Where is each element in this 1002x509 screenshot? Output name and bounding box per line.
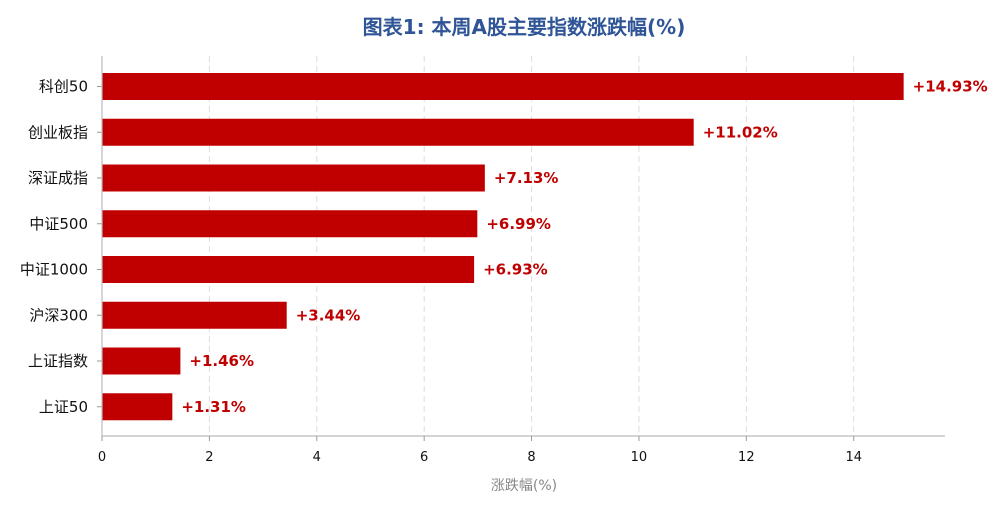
x-axis-title: 涨跌幅(%): [491, 478, 557, 494]
category-label: 中证1000: [20, 261, 88, 279]
value-label: +6.99%: [486, 215, 551, 233]
value-label: +6.93%: [483, 261, 548, 279]
category-label: 上证指数: [28, 352, 88, 370]
value-label: +3.44%: [296, 306, 361, 324]
bar-layer: [102, 73, 904, 421]
bar: [102, 164, 485, 192]
chart-title: 图表1: 本周A股主要指数涨跌幅(%): [363, 15, 686, 39]
bar: [102, 118, 694, 146]
x-tick-label: 8: [527, 450, 535, 465]
x-tick-label: 6: [420, 450, 428, 465]
category-label: 深证成指: [28, 169, 88, 187]
bar: [102, 73, 904, 100]
category-label: 中证500: [29, 215, 88, 233]
x-tick-label: 10: [631, 450, 648, 465]
x-tick-label: 0: [98, 450, 106, 465]
grid-layer: [208, 56, 855, 436]
value-label: +14.93%: [913, 78, 988, 96]
bar: [102, 210, 478, 238]
category-label: 科创50: [39, 78, 88, 96]
bar: [102, 301, 287, 329]
bar: [102, 256, 475, 283]
axis-layer: [97, 56, 945, 441]
category-label: 创业板指: [28, 123, 88, 141]
bar: [102, 347, 181, 375]
value-label: +1.46%: [189, 352, 254, 370]
x-tick-label: 14: [845, 450, 862, 465]
category-label: 沪深300: [29, 306, 88, 324]
x-tick-label: 2: [205, 450, 213, 465]
bar: [102, 393, 173, 421]
value-label: +1.31%: [181, 398, 246, 416]
category-label: 上证50: [39, 398, 88, 416]
x-tick-label: 12: [738, 450, 755, 465]
x-tick-label: 4: [313, 450, 321, 465]
value-label: +11.02%: [703, 123, 778, 141]
value-label: +7.13%: [494, 169, 559, 187]
label-layer: +14.93% 科创50 +11.02% 创业板指 +7.13% 深证成指 +6.99% 中证…: [20, 78, 988, 466]
